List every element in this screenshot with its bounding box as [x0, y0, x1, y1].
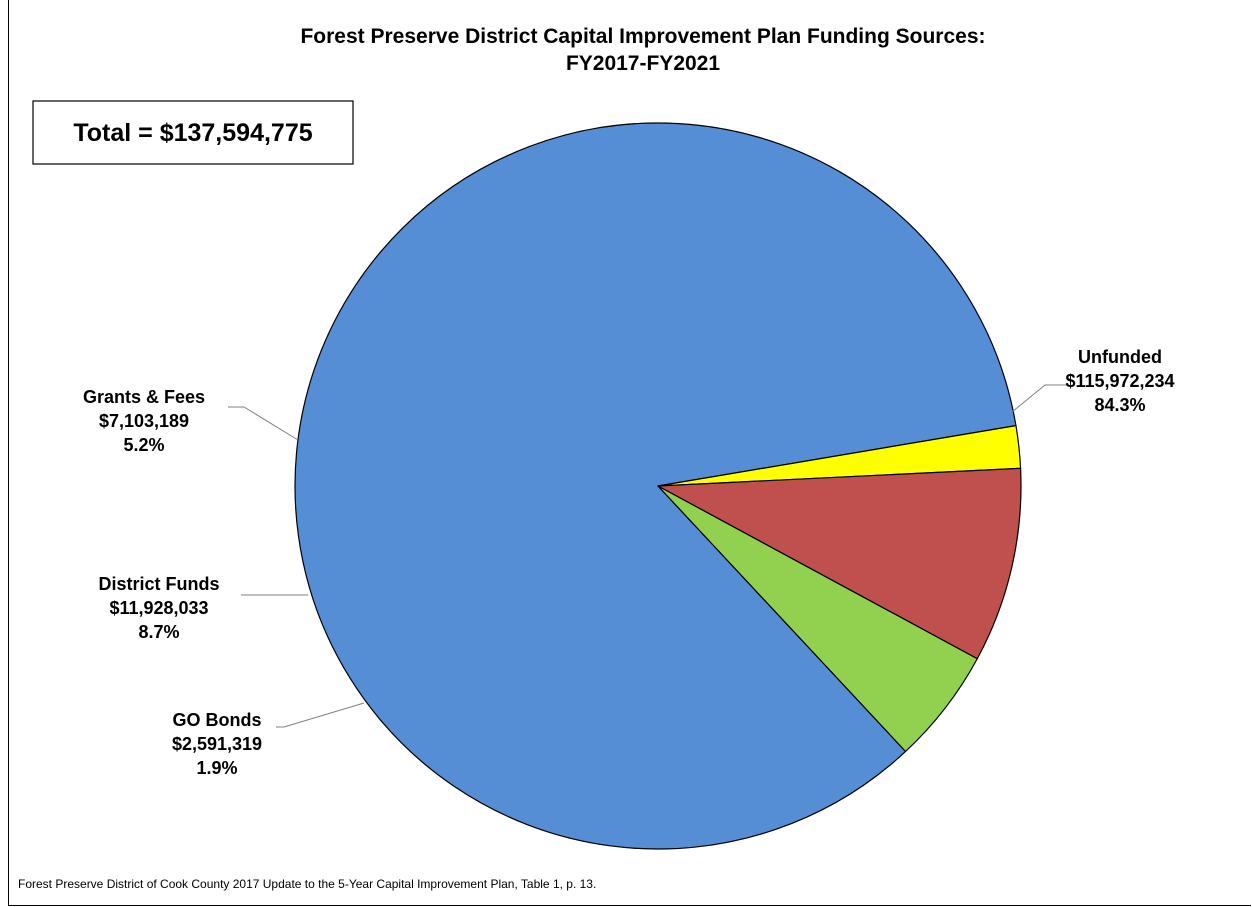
data-label-go-bonds: GO Bonds $2,591,319 1.9% — [172, 710, 262, 778]
total-label: Total = $137,594,775 — [73, 119, 312, 147]
leader-line-unfunded — [1011, 384, 1069, 413]
pie-slice-grants-fees — [657, 485, 978, 753]
data-label-go-bonds-category: GO Bonds — [173, 710, 262, 730]
chart-frame — [8, 0, 1251, 906]
data-labels: Unfunded $115,972,234 84.3% GO Bonds $2,591,… — [83, 347, 1175, 778]
data-label-go-bonds-percent: 1.9% — [196, 758, 237, 778]
pie-slice-unfunded — [294, 122, 1017, 850]
leader-lines — [228, 384, 1069, 728]
leader-line-go-bonds — [276, 702, 365, 728]
pie-slices — [294, 122, 1022, 850]
data-label-district-funds-percent: 8.7% — [138, 622, 179, 642]
data-label-grants-fees-percent: 5.2% — [123, 435, 164, 455]
data-label-go-bonds-value: $2,591,319 — [172, 734, 262, 754]
chart-subtitle: FY2017-FY2021 — [566, 52, 720, 75]
total-box — [32, 100, 354, 165]
chart-title: Forest Preserve District Capital Improve… — [300, 25, 985, 48]
data-label-grants-fees-category: Grants & Fees — [83, 387, 205, 407]
data-label-grants-fees-value: $7,103,189 — [99, 411, 189, 431]
pie-slice-district-funds — [657, 467, 1022, 660]
data-label-district-funds: District Funds $11,928,033 8.7% — [98, 574, 219, 642]
data-label-unfunded-percent: 84.3% — [1094, 395, 1145, 415]
leader-line-grants-fees — [228, 406, 299, 441]
data-label-unfunded-category: Unfunded — [1078, 347, 1162, 367]
data-label-district-funds-category: District Funds — [98, 574, 219, 594]
data-label-grants-fees: Grants & Fees $7,103,189 5.2% — [83, 387, 205, 455]
data-label-unfunded-value: $115,972,234 — [1065, 371, 1174, 391]
source-note: Forest Preserve District of Cook County … — [18, 877, 596, 891]
data-label-unfunded: Unfunded $115,972,234 84.3% — [1065, 347, 1174, 415]
data-label-district-funds-value: $11,928,033 — [109, 598, 208, 618]
